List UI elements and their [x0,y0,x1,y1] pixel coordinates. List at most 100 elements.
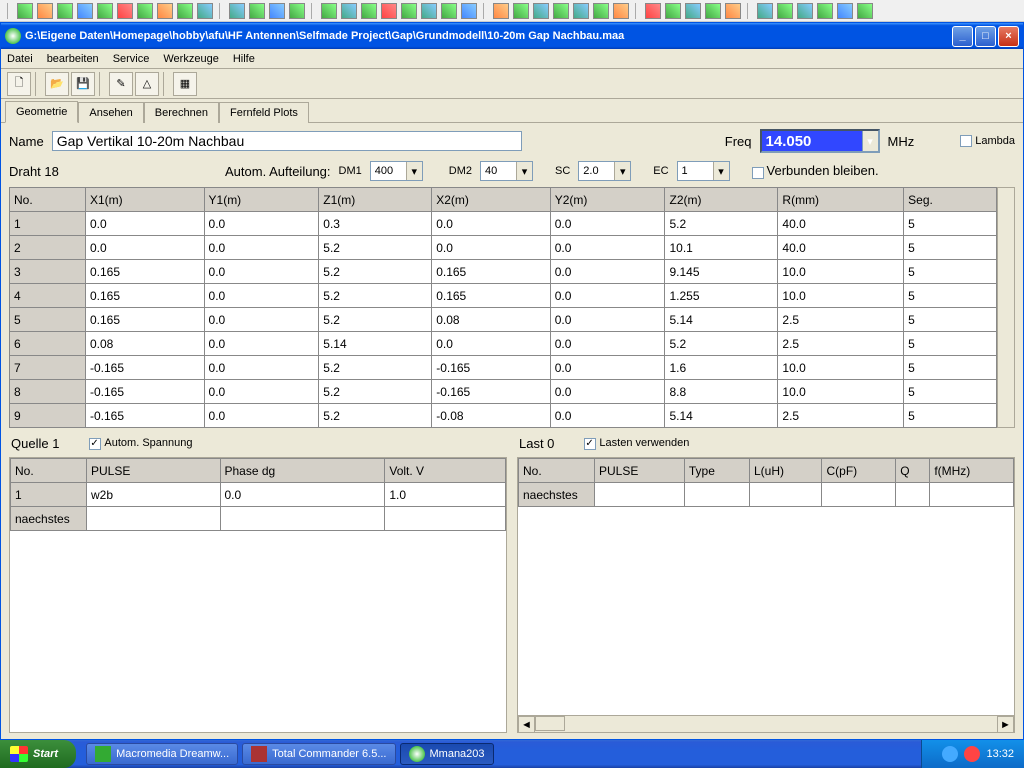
cell[interactable] [749,483,822,507]
cell[interactable]: 0.0 [550,380,665,404]
cell[interactable]: 5.2 [665,212,778,236]
cell[interactable] [87,507,221,531]
table-row[interactable]: 8-0.1650.05.2-0.1650.08.810.05 [10,380,997,404]
ql-icon[interactable] [593,3,609,19]
cell[interactable] [595,483,685,507]
col-header[interactable]: L(uH) [749,459,822,483]
freq-combo[interactable]: ▾ [760,129,880,153]
col-header[interactable]: No. [519,459,595,483]
cell[interactable]: 0.0 [204,284,319,308]
sc-combo[interactable]: 2.0▾ [578,161,631,181]
ql-icon[interactable] [573,3,589,19]
close-button[interactable]: × [998,26,1019,47]
cell[interactable]: 0.0 [432,212,551,236]
cell[interactable]: -0.08 [432,404,551,428]
ql-icon[interactable] [17,3,33,19]
scroll-thumb[interactable] [535,716,565,731]
table-row[interactable]: 1w2b0.01.0 [11,483,506,507]
cell[interactable]: 40.0 [778,236,904,260]
cell[interactable]: 0.165 [86,308,205,332]
cell[interactable] [385,507,506,531]
cell[interactable]: 40.0 [778,212,904,236]
minimize-button[interactable]: _ [952,26,973,47]
tab-geometrie[interactable]: Geometrie [5,101,78,123]
cell[interactable]: 5.2 [319,308,432,332]
cell[interactable]: 1 [10,212,86,236]
task-mmana[interactable]: Mmana203 [400,743,494,765]
sheet-button[interactable]: ▦ [173,72,197,96]
ql-icon[interactable] [685,3,701,19]
cell[interactable]: 5.2 [319,260,432,284]
table-row[interactable]: 9-0.1650.05.2-0.080.05.142.55 [10,404,997,428]
ql-icon[interactable] [421,3,437,19]
wires-table[interactable]: No.X1(m)Y1(m)Z1(m)X2(m)Y2(m)Z2(m)R(mm)Se… [9,187,997,428]
cell[interactable]: 6 [10,332,86,356]
ql-icon[interactable] [817,3,833,19]
maximize-button[interactable]: □ [975,26,996,47]
open-button[interactable]: 📂 [45,72,69,96]
ql-icon[interactable] [269,3,285,19]
cell[interactable]: 0.0 [86,236,205,260]
cell[interactable]: 10.1 [665,236,778,260]
cell[interactable]: 0.0 [204,236,319,260]
task-dreamweaver[interactable]: Macromedia Dreamw... [86,743,238,765]
quelle-auto-checkbox[interactable]: Autom. Spannung [89,437,192,449]
ql-icon[interactable] [197,3,213,19]
cell[interactable]: 0.165 [86,284,205,308]
col-header[interactable]: Seg. [904,188,997,212]
last-hscrollbar[interactable]: ◄ ► [518,715,1014,732]
ql-icon[interactable] [513,3,529,19]
menu-hilfe[interactable]: Hilfe [233,53,255,65]
cell[interactable]: 0.0 [432,236,551,260]
cell[interactable]: 5.2 [665,332,778,356]
cell[interactable]: 0.165 [86,260,205,284]
cell[interactable] [684,483,749,507]
col-header[interactable]: Type [684,459,749,483]
titlebar[interactable]: G:\Eigene Daten\Homepage\hobby\afu\HF An… [1,23,1023,49]
ql-icon[interactable] [613,3,629,19]
ql-icon[interactable] [441,3,457,19]
cell[interactable]: 2.5 [778,332,904,356]
ql-icon[interactable] [857,3,873,19]
cell[interactable]: 5 [904,404,997,428]
cell[interactable]: 0.0 [550,332,665,356]
table-row[interactable]: 50.1650.05.20.080.05.142.55 [10,308,997,332]
ql-icon[interactable] [797,3,813,19]
cell[interactable]: 5 [904,356,997,380]
task-totalcommander[interactable]: Total Commander 6.5... [242,743,395,765]
cell[interactable]: 2.5 [778,404,904,428]
table-row[interactable]: 10.00.00.30.00.05.240.05 [10,212,997,236]
triangle-button[interactable]: △ [135,72,159,96]
cell[interactable]: 10.0 [778,380,904,404]
cell[interactable] [220,507,385,531]
verbunden-checkbox[interactable]: Verbunden bleiben. [752,163,879,178]
ql-icon[interactable] [77,3,93,19]
col-header[interactable]: R(mm) [778,188,904,212]
cell[interactable]: 7 [10,356,86,380]
menu-service[interactable]: Service [113,53,150,65]
ql-icon[interactable] [37,3,53,19]
ql-icon[interactable] [725,3,741,19]
scroll-right-icon[interactable]: ► [997,716,1014,733]
cell[interactable]: 0.0 [204,404,319,428]
ql-icon[interactable] [289,3,305,19]
save-button[interactable]: 💾 [71,72,95,96]
ql-icon[interactable] [401,3,417,19]
table-row[interactable]: naechstes [519,483,1014,507]
ql-icon[interactable] [837,3,853,19]
col-header[interactable]: PULSE [595,459,685,483]
cell[interactable]: 5 [904,308,997,332]
col-header[interactable]: Volt. V [385,459,506,483]
last-table[interactable]: No.PULSETypeL(uH)C(pF)Qf(MHz)naechstes [518,458,1014,507]
ql-icon[interactable] [757,3,773,19]
ql-icon[interactable] [97,3,113,19]
table-row[interactable]: naechstes [11,507,506,531]
ql-icon[interactable] [361,3,377,19]
cell[interactable]: 0.0 [550,356,665,380]
col-header[interactable]: Z2(m) [665,188,778,212]
cell[interactable]: 9.145 [665,260,778,284]
cell[interactable]: 2 [10,236,86,260]
cell[interactable]: 5.14 [665,308,778,332]
cell[interactable]: 1.6 [665,356,778,380]
ql-icon[interactable] [341,3,357,19]
